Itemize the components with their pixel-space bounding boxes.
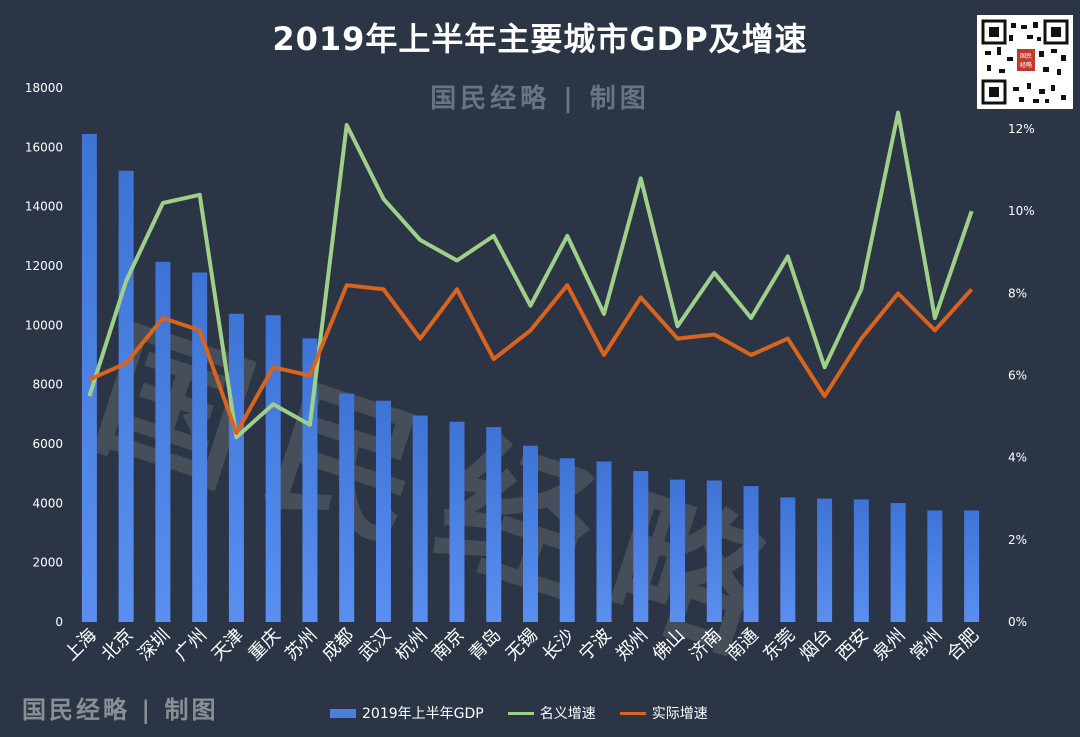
real-growth-line [88, 283, 974, 435]
x-tick-label: 郑州 [612, 625, 652, 665]
x-tick-label: 泉州 [869, 625, 909, 665]
x-tick-label: 重庆 [244, 625, 284, 665]
y-right-tick-label: 4% [1008, 451, 1027, 465]
y-left-tick-label: 8000 [32, 378, 63, 392]
legend-swatch-real [619, 711, 646, 715]
gdp-bar [853, 499, 869, 622]
gdp-bar [964, 510, 980, 622]
x-tick-label: 东莞 [759, 625, 799, 665]
y-left-tick-label: 4000 [32, 496, 63, 510]
x-tick-label: 宁波 [575, 625, 615, 665]
x-tick-label: 广州 [171, 625, 211, 665]
gdp-bar [780, 497, 796, 622]
y-right-tick-label: 12% [1008, 122, 1035, 136]
gdp-bar [596, 461, 612, 622]
x-tick-label: 长沙 [538, 625, 578, 665]
x-tick-label: 成都 [318, 625, 358, 665]
gdp-bar [265, 315, 281, 622]
y-left-tick-label: 6000 [32, 437, 63, 451]
y-left-tick-label: 14000 [25, 200, 63, 214]
watermark-top: 国民经略 | 制图 [430, 84, 650, 114]
gdp-bar [633, 470, 649, 622]
x-tick-label: 烟台 [796, 625, 836, 665]
x-tick-label: 上海 [61, 625, 101, 665]
gdp-bar [228, 313, 244, 622]
x-tick-label: 南通 [722, 625, 762, 665]
x-tick-label: 杭州 [391, 625, 431, 665]
legend-label-real: 实际增速 [651, 706, 708, 722]
gdp-bar [523, 445, 538, 622]
gdp-bar [706, 480, 722, 622]
gdp-bar [817, 498, 833, 622]
gdp-bar [670, 479, 686, 622]
y-right-tick-label: 6% [1008, 369, 1027, 383]
gdp-bar [890, 503, 906, 622]
x-tick-label: 天津 [208, 625, 248, 665]
x-tick-label: 合肥 [943, 625, 983, 665]
legend-label-gdp: 2019年上半年GDP [362, 706, 484, 722]
qr-stamp-text-2: 经略 [1020, 61, 1032, 69]
x-tick-label: 佛山 [649, 625, 689, 665]
x-tick-label: 苏州 [281, 625, 321, 665]
x-tick-label: 济南 [686, 625, 726, 665]
legend-swatch-gdp [330, 708, 356, 718]
y-left-tick-label: 18000 [25, 81, 63, 95]
watermark-bottom: 国民经略 | 制图 [22, 695, 219, 724]
gdp-bar [449, 421, 465, 622]
qr-stamp-text-1: 国民 [1020, 53, 1032, 60]
gdp-bar [192, 272, 208, 622]
y-left-tick-label: 2000 [32, 556, 63, 570]
gdp-bar [927, 510, 943, 622]
gdp-bar [118, 170, 134, 622]
x-tick-label: 武汉 [355, 625, 395, 665]
x-tick-label: 无锡 [502, 625, 542, 665]
legend-item-gdp: 2019年上半年GDP [330, 703, 484, 723]
gdp-bar [486, 427, 502, 622]
legend-item-nominal: 名义增速 [507, 703, 596, 723]
gdp-bar [412, 415, 428, 622]
legend-swatch-nominal [507, 711, 534, 715]
y-left-tick-label: 12000 [25, 259, 63, 273]
x-tick-label: 青岛 [465, 625, 505, 665]
y-right-tick-label: 10% [1008, 204, 1035, 218]
y-right-tick-label: 0% [1008, 615, 1027, 629]
x-tick-label: 深圳 [134, 625, 174, 665]
gdp-bar [743, 486, 759, 622]
y-left-tick-label: 16000 [25, 140, 63, 154]
x-tick-label: 南京 [428, 625, 468, 665]
chart-title: 2019年上半年主要城市GDP及增速 [272, 20, 808, 58]
y-right-tick-label: 8% [1008, 286, 1027, 300]
qr-code-icon: 国民 经略 [977, 15, 1073, 109]
gdp-bar [339, 393, 355, 622]
legend: 2019年上半年GDP 名义增速 实际增速 [330, 703, 708, 723]
y-right-tick-label: 2% [1008, 533, 1027, 547]
y-left-tick-label: 0 [55, 615, 63, 629]
x-tick-label: 常州 [906, 625, 946, 665]
gdp-bar [559, 458, 575, 622]
legend-label-nominal: 名义增速 [539, 706, 596, 722]
x-tick-label: 西安 [833, 625, 873, 665]
gdp-bar [155, 261, 171, 622]
y-left-tick-label: 10000 [25, 318, 63, 332]
legend-item-real: 实际增速 [619, 703, 708, 723]
gdp-bar [375, 400, 391, 622]
x-tick-label: 北京 [97, 625, 137, 665]
